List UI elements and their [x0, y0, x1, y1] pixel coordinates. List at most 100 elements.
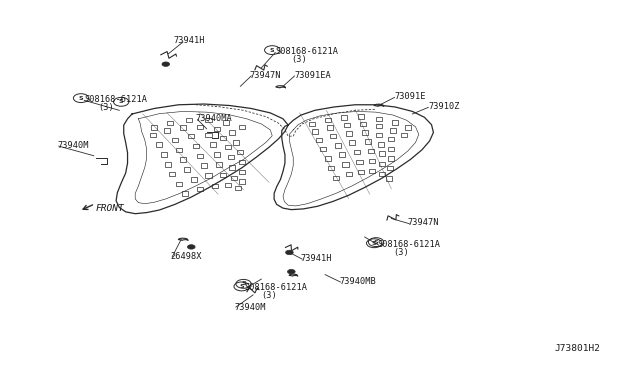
Bar: [392, 120, 398, 125]
Bar: [309, 122, 316, 126]
Bar: [180, 157, 186, 161]
Text: 73091E: 73091E: [394, 92, 426, 101]
Bar: [169, 172, 175, 176]
Text: (3): (3): [99, 103, 114, 112]
Bar: [326, 125, 333, 130]
Bar: [175, 182, 182, 186]
Bar: [365, 140, 371, 144]
Bar: [356, 160, 362, 164]
Bar: [324, 118, 331, 122]
Bar: [225, 145, 230, 150]
Bar: [339, 153, 346, 157]
Bar: [320, 147, 326, 151]
Bar: [362, 130, 367, 135]
Bar: [380, 172, 385, 176]
Bar: [376, 124, 381, 128]
Text: 26498X: 26498X: [170, 252, 202, 262]
Bar: [335, 143, 341, 148]
Bar: [229, 130, 235, 135]
Bar: [186, 118, 193, 122]
Circle shape: [188, 245, 195, 249]
Bar: [358, 170, 364, 174]
Bar: [341, 115, 348, 120]
Bar: [239, 179, 245, 184]
Text: S: S: [239, 284, 244, 289]
Bar: [346, 172, 352, 176]
Bar: [156, 142, 163, 147]
Bar: [193, 144, 199, 148]
Bar: [165, 162, 172, 167]
Bar: [378, 142, 383, 147]
Bar: [151, 125, 157, 130]
Text: (3): (3): [394, 248, 409, 257]
Bar: [237, 150, 243, 154]
Bar: [330, 134, 336, 138]
Text: 73091EA: 73091EA: [294, 71, 332, 80]
Text: 73910Z: 73910Z: [428, 102, 460, 111]
Bar: [239, 160, 245, 164]
Circle shape: [287, 269, 295, 274]
Bar: [191, 177, 197, 182]
Bar: [229, 165, 235, 170]
Bar: [342, 162, 349, 167]
Text: 73940MA: 73940MA: [196, 114, 232, 123]
Bar: [197, 154, 204, 158]
Bar: [197, 125, 204, 129]
Text: S: S: [119, 99, 124, 104]
Text: S: S: [241, 281, 246, 286]
Bar: [333, 176, 339, 180]
Bar: [180, 125, 186, 130]
Text: S: S: [374, 240, 378, 245]
Bar: [212, 184, 218, 188]
Bar: [236, 186, 241, 190]
Bar: [216, 162, 222, 167]
Bar: [172, 138, 178, 142]
Text: J73801H2: J73801H2: [554, 344, 600, 353]
Text: 73941H: 73941H: [301, 254, 332, 263]
Text: S: S: [372, 241, 376, 246]
Bar: [376, 133, 381, 137]
Text: (3): (3): [291, 55, 307, 64]
Bar: [164, 128, 170, 133]
Bar: [233, 140, 239, 145]
Bar: [201, 163, 207, 168]
Bar: [150, 133, 156, 137]
Circle shape: [285, 250, 293, 255]
Bar: [388, 137, 394, 141]
Bar: [316, 138, 322, 142]
Bar: [380, 161, 385, 166]
Bar: [401, 133, 407, 137]
Bar: [380, 151, 385, 156]
Bar: [369, 159, 375, 163]
Bar: [205, 133, 211, 137]
Circle shape: [162, 62, 170, 66]
Bar: [376, 116, 381, 121]
Text: S08168-6121A: S08168-6121A: [245, 283, 308, 292]
Bar: [312, 129, 318, 134]
Bar: [346, 131, 352, 136]
Text: S: S: [79, 96, 83, 100]
Bar: [210, 142, 216, 147]
Bar: [324, 156, 331, 161]
Bar: [388, 147, 394, 151]
Bar: [205, 118, 211, 122]
Bar: [369, 169, 375, 173]
Bar: [390, 128, 396, 133]
Text: 73940M: 73940M: [234, 302, 266, 312]
Bar: [205, 173, 211, 178]
Bar: [188, 134, 195, 138]
Text: 73940MB: 73940MB: [339, 277, 376, 286]
Bar: [223, 120, 228, 125]
Bar: [328, 166, 335, 170]
Bar: [388, 156, 394, 161]
Bar: [358, 114, 364, 119]
Text: (3): (3): [261, 291, 277, 300]
Text: 73947N: 73947N: [250, 71, 282, 80]
Text: S08168-6121A: S08168-6121A: [378, 240, 440, 249]
Text: 73941H: 73941H: [173, 36, 205, 45]
Bar: [220, 136, 226, 140]
Text: S: S: [270, 48, 275, 52]
Bar: [167, 121, 173, 125]
Bar: [386, 176, 392, 181]
Bar: [354, 150, 360, 154]
